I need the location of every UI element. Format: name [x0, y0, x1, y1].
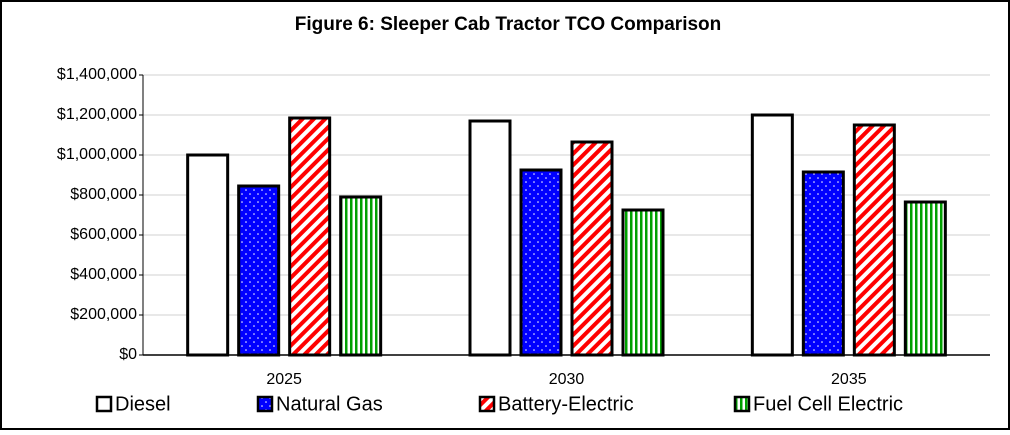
legend-label: Battery-Electric	[498, 393, 634, 415]
legend-label: Diesel	[115, 393, 171, 415]
bar	[852, 123, 896, 357]
x-tick-label: 2030	[549, 371, 585, 388]
bar	[237, 184, 281, 357]
y-tick-label: $200,000	[70, 306, 137, 323]
legend-swatch	[256, 395, 274, 413]
bar	[519, 168, 563, 357]
y-tick-label: $800,000	[70, 186, 137, 203]
bar	[468, 119, 512, 357]
y-tick-label: $0	[119, 346, 137, 363]
bar	[621, 208, 665, 357]
legend-swatch	[95, 395, 113, 413]
y-tick-label: $1,400,000	[57, 66, 137, 83]
bar	[750, 113, 794, 357]
legend-swatch	[478, 395, 496, 413]
legend-swatch	[733, 395, 751, 413]
y-tick-label: $400,000	[70, 266, 137, 283]
bar	[570, 140, 614, 357]
legend-label: Natural Gas	[276, 393, 383, 415]
y-tick-label: $1,200,000	[57, 106, 137, 123]
y-tick-label: $600,000	[70, 226, 137, 243]
bar	[801, 170, 845, 357]
bar	[288, 116, 332, 357]
x-tick-label: 2025	[266, 371, 302, 388]
y-tick-label: $1,000,000	[57, 146, 137, 163]
bar	[339, 195, 383, 357]
x-tick-label: 2035	[831, 371, 867, 388]
legend-label: Fuel Cell Electric	[753, 393, 903, 415]
chart-title: Figure 6: Sleeper Cab Tractor TCO Compar…	[295, 14, 722, 35]
bar	[903, 200, 947, 357]
bar	[186, 153, 230, 357]
